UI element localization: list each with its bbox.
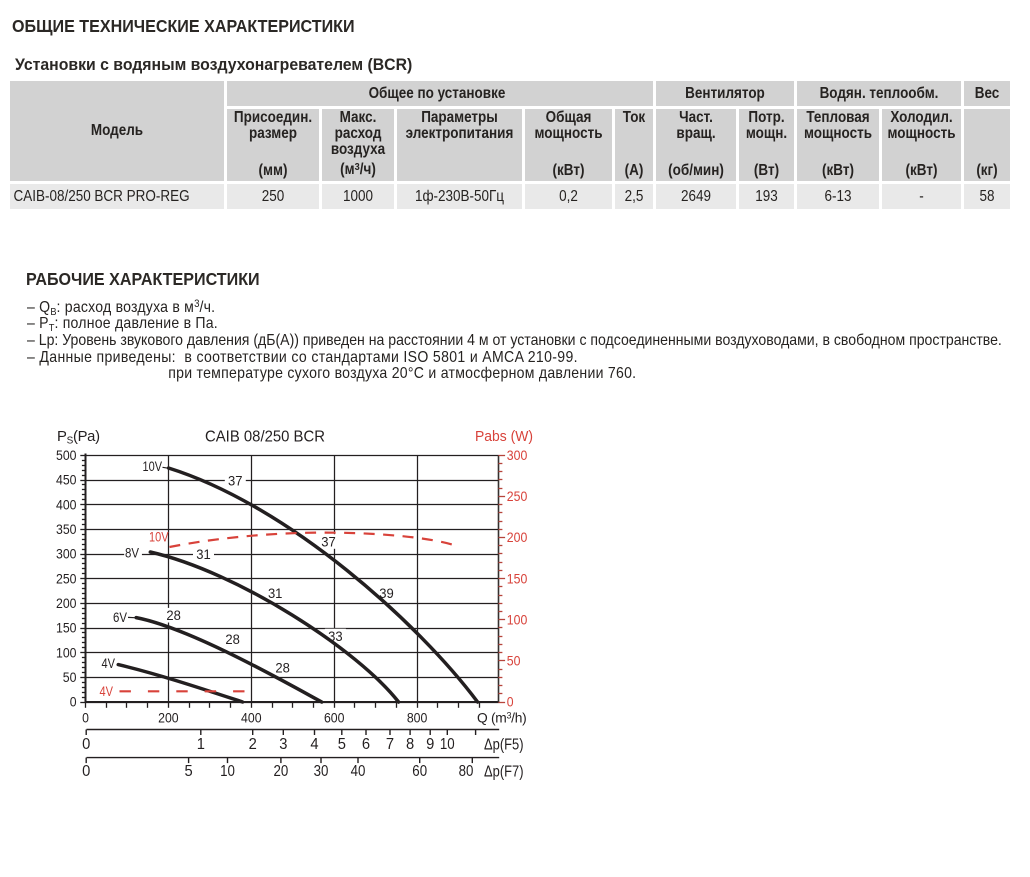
svg-text:400: 400 xyxy=(56,497,77,512)
svg-text:6: 6 xyxy=(362,736,370,753)
svg-text:6V: 6V xyxy=(113,610,127,625)
svg-text:300: 300 xyxy=(507,448,528,463)
svg-text:250: 250 xyxy=(56,571,77,586)
svg-text:300: 300 xyxy=(56,547,77,562)
svg-text:33: 33 xyxy=(328,629,343,644)
svg-text:100: 100 xyxy=(507,613,528,628)
svg-text:4: 4 xyxy=(310,736,318,753)
svg-text:10V: 10V xyxy=(149,530,169,545)
svg-text:80: 80 xyxy=(459,763,474,780)
svg-text:100: 100 xyxy=(56,645,77,660)
svg-text:31: 31 xyxy=(268,586,283,601)
svg-text:1: 1 xyxy=(197,736,205,753)
svg-text:CAIB 08/250 BCR: CAIB 08/250 BCR xyxy=(205,429,325,446)
svg-text:7: 7 xyxy=(386,736,394,753)
svg-text:5: 5 xyxy=(338,736,346,753)
svg-text:39: 39 xyxy=(379,586,394,601)
svg-text:250: 250 xyxy=(507,489,528,504)
svg-text:28: 28 xyxy=(275,660,290,675)
svg-text:450: 450 xyxy=(56,473,77,488)
svg-text:4V: 4V xyxy=(102,656,116,671)
svg-text:28: 28 xyxy=(225,632,240,647)
svg-text:150: 150 xyxy=(56,621,77,636)
svg-text:10: 10 xyxy=(440,736,455,753)
svg-text:28: 28 xyxy=(166,608,181,623)
svg-text:50: 50 xyxy=(507,654,521,669)
svg-text:4V: 4V xyxy=(100,684,114,699)
svg-text:350: 350 xyxy=(56,522,77,537)
svg-text:Δp(F7): Δp(F7) xyxy=(484,764,524,781)
svg-text:200: 200 xyxy=(158,711,179,726)
svg-text:200: 200 xyxy=(507,530,528,545)
svg-text:37: 37 xyxy=(321,534,336,549)
svg-text:800: 800 xyxy=(407,711,428,726)
svg-text:150: 150 xyxy=(507,571,528,586)
svg-text:0: 0 xyxy=(70,695,77,710)
svg-text:0: 0 xyxy=(82,711,89,726)
svg-text:10: 10 xyxy=(220,763,235,780)
svg-text:31: 31 xyxy=(196,547,211,562)
svg-text:9: 9 xyxy=(426,736,434,753)
svg-text:2: 2 xyxy=(249,736,257,753)
svg-text:60: 60 xyxy=(412,763,427,780)
svg-text:600: 600 xyxy=(324,711,345,726)
svg-text:40: 40 xyxy=(351,763,366,780)
svg-text:0: 0 xyxy=(82,736,90,753)
svg-text:Δp(F5): Δp(F5) xyxy=(484,737,524,754)
svg-text:500: 500 xyxy=(56,448,77,463)
svg-text:8V: 8V xyxy=(125,546,139,561)
svg-text:50: 50 xyxy=(63,670,77,685)
svg-text:5: 5 xyxy=(185,763,193,780)
svg-text:0: 0 xyxy=(507,695,514,710)
svg-text:400: 400 xyxy=(241,711,262,726)
svg-text:0: 0 xyxy=(82,763,90,780)
svg-text:30: 30 xyxy=(314,763,329,780)
svg-text:3: 3 xyxy=(279,736,287,753)
svg-text:PS(Pa): PS(Pa) xyxy=(57,429,100,447)
svg-text:200: 200 xyxy=(56,596,77,611)
svg-text:10V: 10V xyxy=(143,459,163,474)
svg-text:37: 37 xyxy=(228,473,243,488)
svg-text:Q (m3/h): Q (m3/h) xyxy=(477,711,526,726)
svg-text:Pabs (W): Pabs (W) xyxy=(475,429,533,445)
svg-text:8: 8 xyxy=(406,736,414,753)
svg-text:20: 20 xyxy=(274,763,289,780)
